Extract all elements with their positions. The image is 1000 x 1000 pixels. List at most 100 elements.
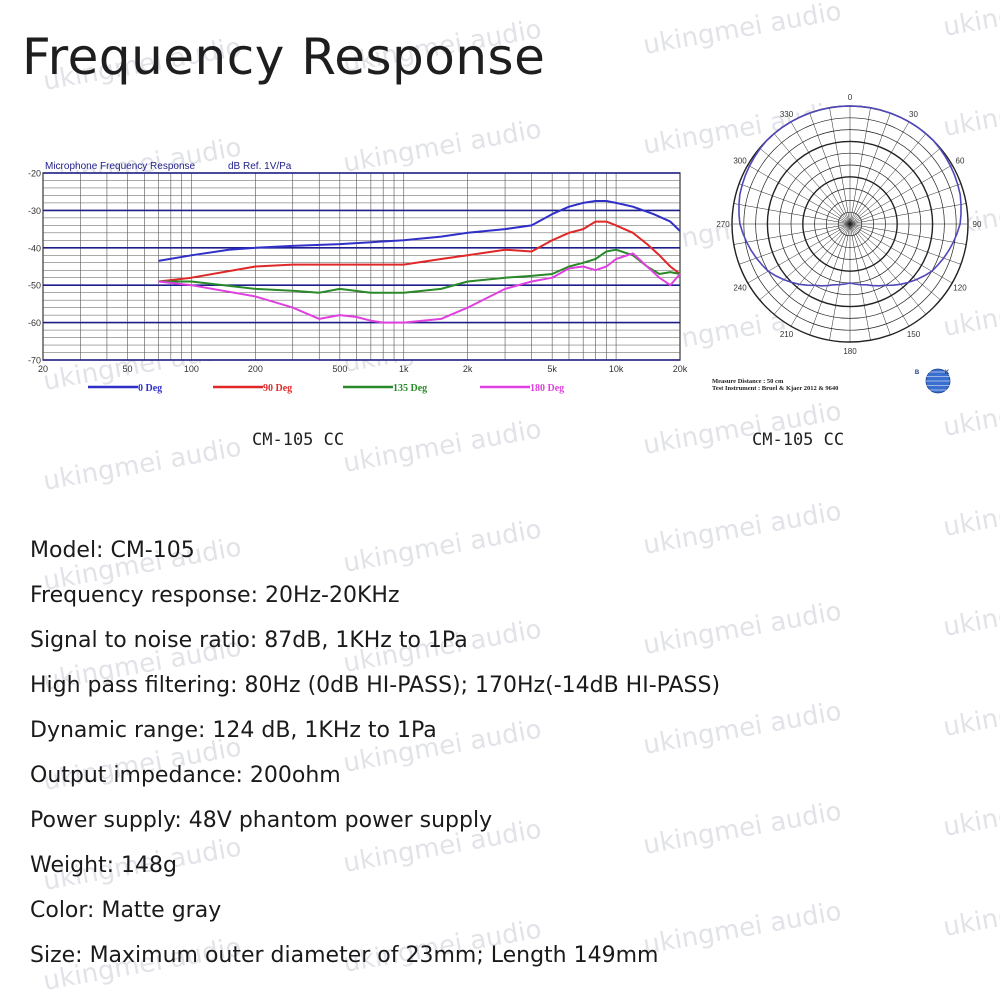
polar-spoke: [790, 223, 851, 327]
polar-angle-label: 120: [953, 284, 967, 293]
polar-chart-caption: CM-105 CC: [752, 430, 845, 450]
legend-label: 135 Deg: [393, 383, 427, 394]
polar-spoke: [849, 133, 927, 225]
polar-angle-label: 30: [909, 110, 918, 119]
polar-note-distance: Measure Distance : 50 cm: [712, 378, 784, 385]
polar-spoke: [747, 223, 851, 284]
series-line-90-deg: [158, 220, 681, 283]
polar-spoke: [759, 147, 851, 225]
polar-spoke: [849, 223, 910, 327]
x-tick-label: 20: [38, 364, 48, 374]
polar-spoke: [849, 113, 891, 225]
polar-angle-label: 300: [733, 157, 747, 166]
polar-spoke: [733, 203, 851, 225]
polar-angle-label: 180: [843, 347, 857, 356]
spec-dynamic-range: Dynamic range: 124 dB, 1KHz to 1Pa: [30, 718, 437, 743]
x-tick-label: 5k: [547, 364, 557, 374]
legend-label: 0 Deg: [138, 383, 162, 394]
spec-output-impedance: Output impedance: 200ohm: [30, 763, 341, 788]
watermark-text: ukingmei audio: [341, 415, 544, 479]
polar-pattern-line: [738, 105, 962, 287]
polar-spoke: [849, 223, 961, 265]
x-tick-label: 1k: [399, 364, 409, 374]
watermark-text: ukingmei audio: [941, 879, 1000, 943]
y-tick-label: -70: [28, 356, 41, 366]
polar-note-instrument: Test Instrument : Bruel & Kjaer 2012 & 9…: [712, 385, 838, 392]
legend-label: 180 Deg: [530, 383, 564, 394]
polar-spoke: [849, 147, 941, 225]
polar-spoke: [849, 223, 927, 315]
polar-spoke: [849, 223, 967, 245]
polar-angle-label: 0: [848, 93, 853, 102]
legend-label: 90 Deg: [263, 383, 292, 394]
y-tick-label: -30: [28, 206, 41, 216]
y-tick-label: -50: [28, 281, 41, 291]
polar-spoke: [849, 183, 961, 225]
spec-high-pass-filtering: High pass filtering: 80Hz (0dB HI-PASS);…: [30, 673, 721, 698]
watermark-text: ukingmei audio: [941, 579, 1000, 643]
watermark-text: ukingmei audio: [641, 0, 844, 61]
frequency-chart-caption: CM-105 CC: [252, 430, 345, 450]
polar-spoke: [849, 164, 953, 225]
polar-spoke: [733, 223, 851, 245]
polar-spoke: [849, 223, 891, 335]
x-tick-label: 50: [122, 364, 132, 374]
watermark-text: ukingmei audio: [941, 479, 1000, 543]
watermark-text: ukingmei audio: [941, 0, 1000, 43]
bk-logo-text: B K: [915, 370, 961, 376]
polar-angle-label: 330: [780, 110, 794, 119]
polar-spoke: [739, 183, 851, 225]
polar-spoke: [849, 107, 871, 225]
x-tick-label: 10k: [609, 364, 624, 374]
polar-spoke: [773, 223, 851, 315]
polar-spoke: [849, 223, 871, 341]
spec-size: Size: Maximum outer diameter of 23mm; Le…: [30, 943, 659, 968]
series-line-0-deg: [158, 200, 681, 262]
polar-spoke: [809, 113, 851, 225]
polar-spoke: [849, 223, 941, 301]
polar-spoke: [747, 164, 851, 225]
polar-spoke: [773, 133, 851, 225]
spec-weight: Weight: 148g: [30, 853, 178, 878]
x-tick-label: 20k: [673, 364, 688, 374]
polar-angle-label: 270: [716, 220, 730, 229]
spec-color: Color: Matte gray: [30, 898, 222, 923]
series-line-180-deg: [158, 252, 681, 324]
chart-subtitle: dB Ref. 1V/Pa: [228, 161, 292, 172]
polar-spoke: [739, 223, 851, 265]
spec-signal-to-noise: Signal to noise ratio: 87dB, 1KHz to 1Pa: [30, 628, 468, 653]
watermark-text: ukingmei audio: [41, 433, 244, 497]
polar-spoke: [829, 107, 851, 225]
x-tick-label: 100: [184, 364, 199, 374]
watermark-text: ukingmei audio: [941, 679, 1000, 743]
x-tick-label: 500: [332, 364, 347, 374]
polar-angle-label: 240: [733, 284, 747, 293]
spec-frequency-response: Frequency response: 20Hz-20KHz: [30, 583, 400, 608]
polar-spoke: [849, 223, 953, 284]
watermark-text: ukingmei audio: [941, 779, 1000, 843]
spec-power-supply: Power supply: 48V phantom power supply: [30, 808, 493, 833]
polar-angle-label: 90: [973, 220, 982, 229]
polar-pattern-chart: 0 30 60 90 120 150 180 210 240 270 300 330 Measure D…: [712, 93, 982, 394]
spec-model: Model: CM-105: [30, 538, 195, 563]
polar-spoke: [759, 223, 851, 301]
polar-spoke: [849, 121, 910, 225]
y-tick-label: -60: [28, 318, 41, 328]
y-tick-label: -20: [28, 169, 41, 179]
y-tick-label: -40: [28, 243, 41, 253]
chart-title: Microphone Frequency Response: [45, 161, 196, 172]
page-title: Frequency Response: [22, 28, 546, 86]
polar-spoke: [790, 121, 851, 225]
polar-angle-label: 210: [780, 330, 794, 339]
polar-angle-label: 150: [907, 330, 921, 339]
polar-angle-label: 60: [956, 157, 965, 166]
polar-spoke: [809, 223, 851, 335]
x-tick-label: 200: [248, 364, 263, 374]
polar-spoke: [849, 203, 967, 225]
bk-logo: B K: [915, 368, 961, 394]
polar-spoke: [829, 223, 851, 341]
spec-list: Model: CM-105 Frequency response: 20Hz-2…: [30, 528, 720, 978]
watermark-text: ukingmei audio: [641, 397, 844, 461]
x-tick-label: 2k: [463, 364, 473, 374]
